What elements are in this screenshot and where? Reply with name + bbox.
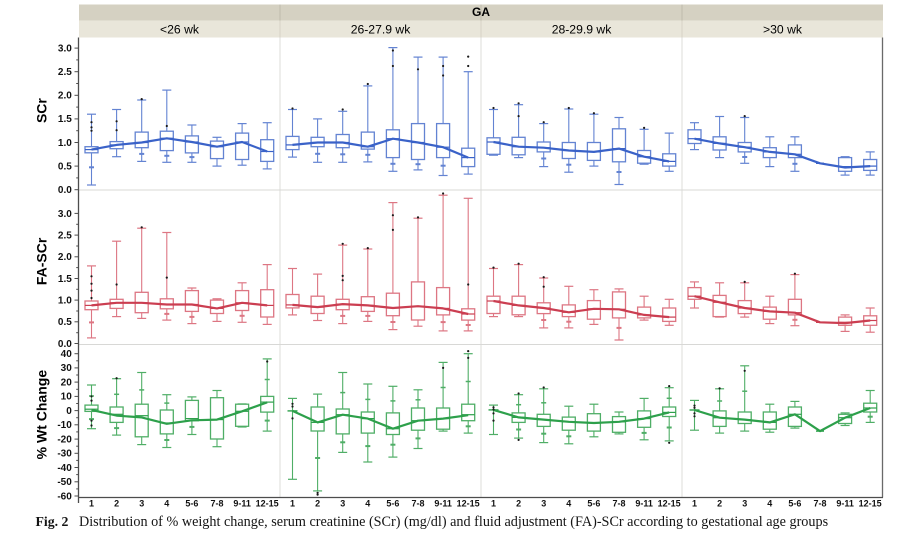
svg-text:7-8: 7-8 (612, 499, 625, 509)
svg-text:1.5: 1.5 (58, 274, 72, 285)
svg-text:9-11: 9-11 (434, 499, 452, 509)
svg-text:SCr: SCr (34, 98, 50, 123)
svg-text:40: 40 (61, 349, 73, 360)
svg-text:1.0: 1.0 (58, 138, 72, 149)
svg-text:26-27.9 wk: 26-27.9 wk (351, 23, 412, 37)
svg-text:2.5: 2.5 (58, 67, 72, 78)
svg-text:% Wt Change: % Wt Change (34, 370, 50, 460)
svg-text:GA: GA (472, 5, 490, 19)
svg-text:28-29.9 wk: 28-29.9 wk (552, 23, 613, 37)
svg-text:7-8: 7-8 (813, 499, 826, 509)
svg-text:5-6: 5-6 (788, 499, 801, 509)
svg-text:0.5: 0.5 (58, 161, 72, 172)
svg-text:3: 3 (139, 499, 144, 509)
svg-text:9-11: 9-11 (836, 499, 854, 509)
svg-text:-60: -60 (57, 491, 72, 502)
svg-text:7-8: 7-8 (210, 499, 223, 509)
svg-text:12-15: 12-15 (658, 499, 681, 509)
svg-text:4: 4 (767, 499, 772, 509)
svg-text:4: 4 (566, 499, 571, 509)
svg-text:>30 wk: >30 wk (763, 23, 803, 37)
svg-text:0.0: 0.0 (58, 185, 72, 196)
svg-text:9-11: 9-11 (635, 499, 653, 509)
svg-text:2: 2 (315, 499, 320, 509)
svg-text:3: 3 (742, 499, 747, 509)
svg-text:0.0: 0.0 (58, 339, 72, 350)
svg-text:5-6: 5-6 (386, 499, 399, 509)
svg-text:-20: -20 (57, 434, 72, 445)
svg-text:1: 1 (491, 499, 496, 509)
svg-text:2: 2 (114, 499, 119, 509)
svg-text:2.0: 2.0 (58, 252, 72, 263)
svg-text:5-6: 5-6 (185, 499, 198, 509)
svg-text:2: 2 (717, 499, 722, 509)
svg-text:1: 1 (290, 499, 295, 509)
svg-text:<26 wk: <26 wk (160, 23, 200, 37)
svg-text:FA-SCr: FA-SCr (34, 237, 50, 285)
svg-text:4: 4 (365, 499, 370, 509)
svg-text:20: 20 (61, 377, 73, 388)
svg-text:-30: -30 (57, 449, 72, 460)
svg-text:1: 1 (692, 499, 697, 509)
svg-text:2.0: 2.0 (58, 91, 72, 102)
svg-text:-40: -40 (57, 463, 72, 474)
svg-text:7-8: 7-8 (411, 499, 424, 509)
svg-text:0.5: 0.5 (58, 317, 72, 328)
svg-text:1.0: 1.0 (58, 295, 72, 306)
svg-text:1.5: 1.5 (58, 114, 72, 125)
svg-text:4: 4 (164, 499, 169, 509)
svg-text:3: 3 (340, 499, 345, 509)
svg-text:3: 3 (541, 499, 546, 509)
svg-text:2: 2 (516, 499, 521, 509)
svg-text:-10: -10 (57, 420, 72, 431)
svg-text:1: 1 (89, 499, 94, 509)
svg-text:5-6: 5-6 (587, 499, 600, 509)
svg-text:-50: -50 (57, 477, 72, 488)
svg-text:2.5: 2.5 (58, 230, 72, 241)
svg-text:3.0: 3.0 (58, 43, 72, 54)
svg-text:12-15: 12-15 (457, 499, 480, 509)
svg-text:12-15: 12-15 (256, 499, 279, 509)
svg-text:30: 30 (61, 363, 73, 374)
svg-text:9-11: 9-11 (233, 499, 251, 509)
svg-text:10: 10 (61, 392, 73, 403)
svg-text:12-15: 12-15 (859, 499, 882, 509)
svg-text:3.0: 3.0 (58, 209, 72, 220)
svg-text:0: 0 (66, 406, 72, 417)
